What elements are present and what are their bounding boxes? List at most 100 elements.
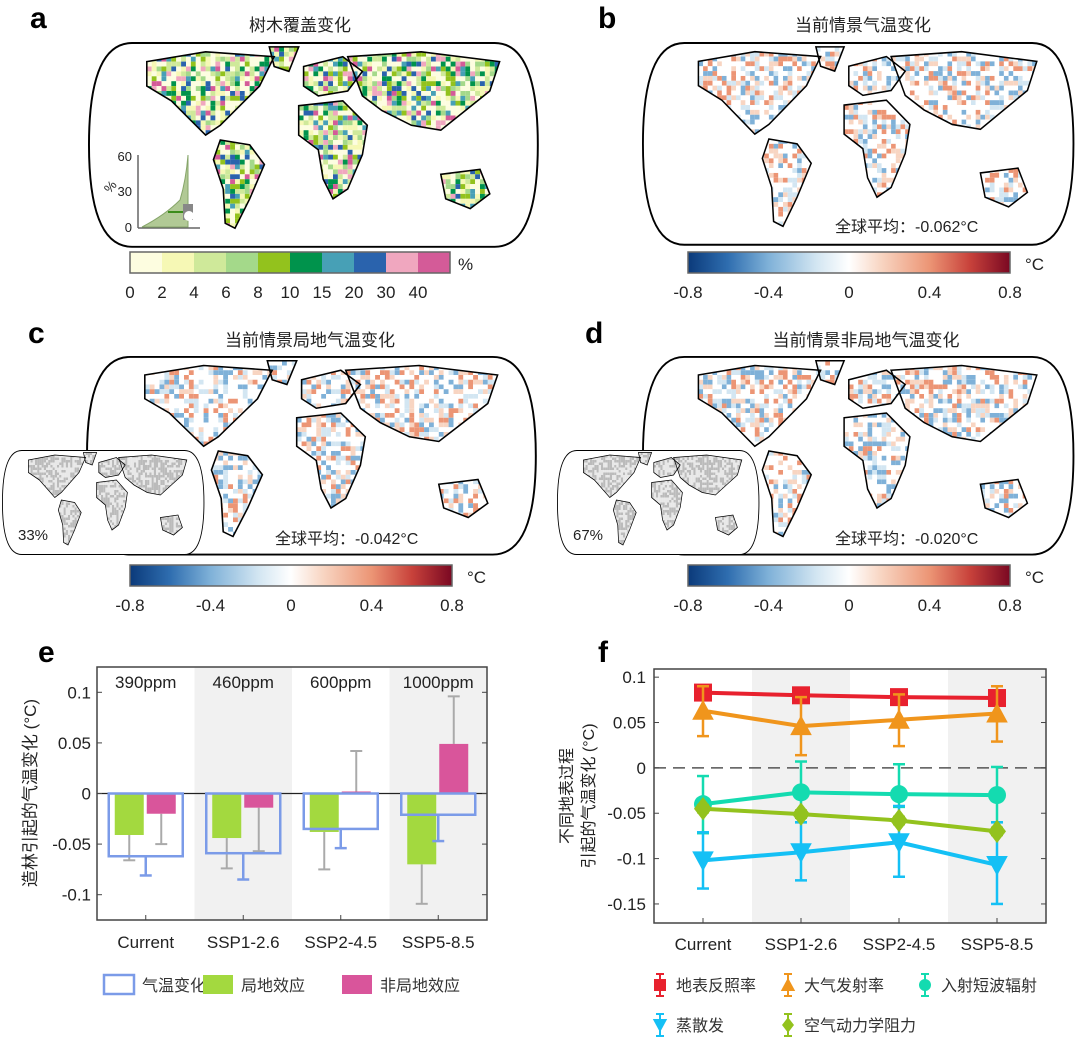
map-cell: [244, 66, 250, 72]
map-cell: [980, 66, 986, 72]
map-cell: [235, 164, 240, 170]
map-cell: [195, 100, 201, 106]
map-cell: [867, 61, 873, 67]
map-cell: [839, 46, 845, 52]
map-cell: [792, 85, 798, 91]
map-cell: [421, 86, 427, 91]
map-cell: [942, 90, 948, 96]
map-cell: [966, 61, 971, 67]
map-cell: [480, 71, 485, 77]
map-cell: [647, 61, 652, 66]
map-cell: [783, 66, 788, 72]
map-cell: [426, 71, 431, 77]
map-cell: [352, 61, 358, 67]
map-cell: [244, 76, 250, 82]
map-cell: [200, 66, 206, 72]
map-cell: [999, 66, 1004, 72]
map-cell: [93, 62, 98, 67]
map-cell: [215, 91, 221, 96]
map-cell: [759, 85, 765, 91]
map-cell: [386, 66, 392, 72]
map-cell: [235, 61, 240, 67]
map-cell: [342, 110, 348, 116]
map-cell: [401, 95, 407, 101]
map-cell: [205, 56, 211, 62]
map-cell: [740, 66, 746, 72]
map-cell: [244, 169, 250, 175]
map-cell: [1008, 66, 1014, 72]
map-cell: [205, 115, 211, 121]
map-cell: [382, 81, 387, 87]
map-cell: [244, 159, 250, 165]
map-cell: [225, 189, 231, 194]
map-cell: [347, 56, 353, 62]
map-cell: [450, 81, 456, 87]
map-cell: [195, 66, 201, 72]
map-cell: [318, 66, 324, 72]
map-cell: [230, 164, 235, 170]
map-cell: [830, 56, 835, 62]
map-cell: [259, 76, 265, 82]
map-cell: [225, 95, 231, 101]
map-cell: [210, 110, 216, 116]
map-cell: [721, 95, 727, 101]
map-cell: [416, 71, 422, 77]
map-cell: [357, 140, 363, 145]
map-cell: [328, 115, 333, 121]
map-cell: [886, 80, 892, 86]
map-cell: [328, 184, 333, 189]
map-cell: [707, 71, 713, 76]
map-cell: [717, 90, 722, 96]
map-cell: [190, 81, 196, 87]
map-cell: [440, 81, 446, 87]
map-cell: [88, 218, 93, 223]
map-cell: [801, 56, 807, 62]
map-cell: [928, 66, 934, 72]
map-cell: [323, 81, 329, 87]
map-cell: [230, 144, 235, 150]
map-cell: [891, 56, 896, 62]
map-cell: [895, 56, 901, 62]
map-cell: [342, 61, 348, 67]
map-cell: [642, 66, 647, 71]
map-cell: [342, 130, 348, 136]
map-cell: [470, 61, 476, 67]
map-cell: [396, 91, 402, 96]
map-cell: [205, 51, 211, 57]
map-cell: [372, 56, 378, 62]
map-cell: [431, 51, 436, 57]
map-cell: [529, 67, 534, 72]
map-cell: [877, 61, 882, 67]
map-cell: [362, 91, 368, 96]
map-cell: [778, 56, 783, 62]
map-cell: [783, 71, 788, 76]
map-cell: [721, 56, 727, 62]
map-cell: [195, 61, 201, 67]
map-cell: [534, 218, 539, 223]
map-cell: [877, 85, 882, 91]
map-cell: [195, 120, 201, 126]
map-cell: [956, 80, 962, 86]
map-cell: [166, 81, 172, 87]
map-cell: [347, 159, 353, 165]
map-cell: [736, 80, 741, 86]
map-cell: [200, 76, 206, 82]
map-cell: [406, 115, 412, 121]
map-cell: [905, 80, 910, 86]
map-cell: [249, 76, 255, 82]
map-cell: [465, 203, 471, 209]
map-cell: [323, 159, 329, 165]
map-cell: [323, 135, 329, 140]
map-cell: [975, 61, 981, 67]
map-cell: [244, 179, 250, 185]
map-cell: [103, 47, 108, 52]
map-cell: [440, 71, 446, 77]
map-cell: [186, 56, 191, 62]
map-cell: [797, 61, 802, 67]
map-cell: [736, 75, 741, 81]
map-cell: [961, 51, 967, 57]
map-cell: [480, 81, 485, 87]
map-cell: [717, 56, 722, 62]
map-cell: [858, 85, 863, 91]
map-cell: [909, 66, 915, 72]
